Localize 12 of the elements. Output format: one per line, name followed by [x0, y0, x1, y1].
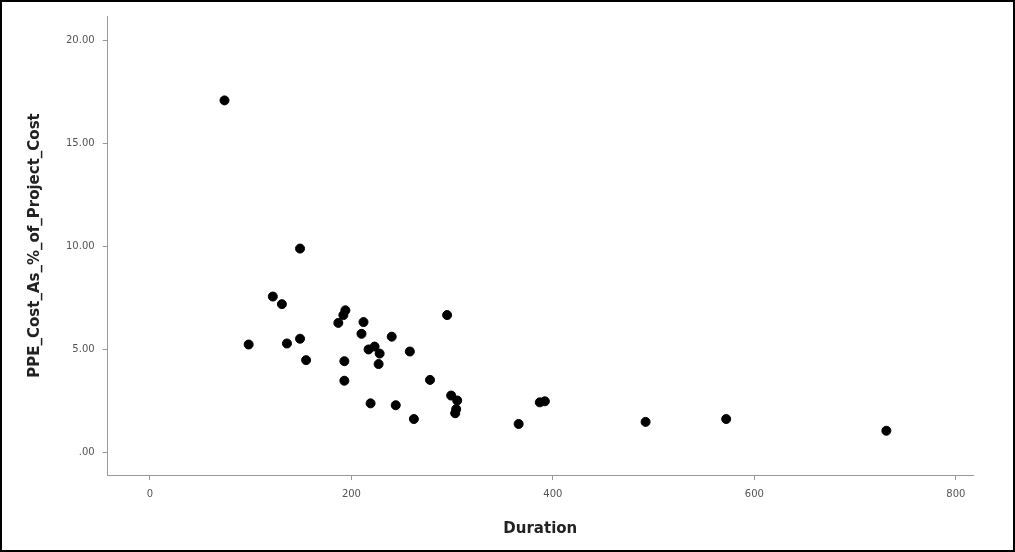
- y-tick-label: 5.00: [72, 343, 95, 355]
- y-tick-label: .00: [78, 445, 95, 457]
- x-tick-label: 800: [946, 487, 966, 499]
- x-tick-label: 400: [543, 487, 563, 499]
- y-axis-title: PPE_Cost_As_%_of_Project_Cost: [24, 113, 43, 378]
- y-tick-label: 15.00: [65, 137, 95, 149]
- x-axis-title: Duration: [503, 518, 578, 537]
- x-tick-label: 0: [146, 487, 154, 499]
- y-tick-label: 20.00: [65, 34, 95, 46]
- x-tick-label: 200: [341, 487, 361, 499]
- y-tick-label: 10.00: [65, 240, 95, 252]
- x-tick-label: 600: [744, 487, 764, 499]
